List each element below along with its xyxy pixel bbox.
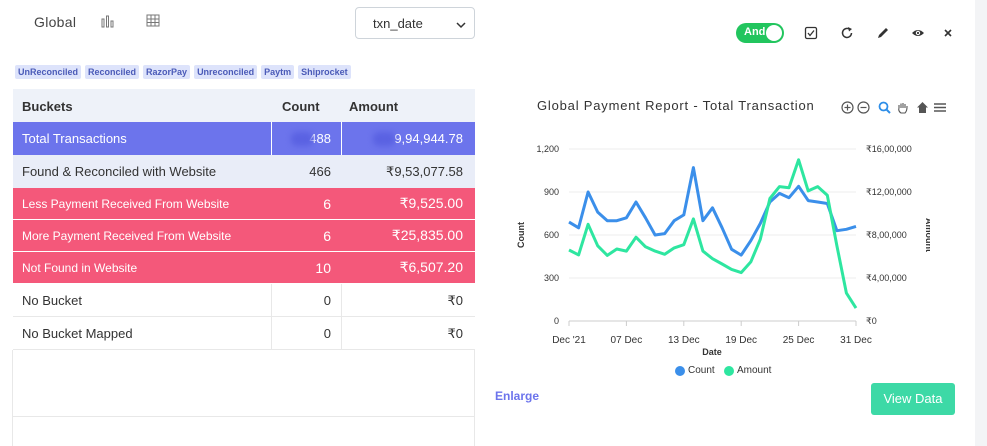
table-border	[12, 350, 13, 446]
table-row[interactable]: No Bucket Mapped 0 ₹0	[13, 316, 475, 350]
y-tick-label: 900	[544, 187, 559, 197]
legend-count-marker	[675, 365, 685, 376]
x-tick-label: Dec '21	[552, 335, 586, 346]
amount-cell: ₹0	[341, 316, 475, 350]
amount-cell: 9,94,944.78	[341, 122, 475, 155]
checkbox-icon[interactable]	[804, 26, 818, 40]
amount-cell: ₹6,507.20	[399, 259, 463, 275]
count-cell: 6	[323, 227, 331, 244]
legend-count[interactable]: Count	[675, 365, 715, 376]
y-axis-title: Count	[516, 222, 526, 248]
bucket-cell: Less Payment Received From Website	[22, 196, 230, 211]
tag-unreconciled-2[interactable]: Unreconciled	[194, 65, 258, 79]
count-cell: 6	[323, 195, 331, 212]
amount-cell: ₹9,53,077.58	[386, 163, 463, 179]
legend-amount-marker	[724, 365, 734, 376]
bucket-cell: Not Found in Website	[22, 260, 138, 275]
tag-shiprocket[interactable]: Shiprocket	[298, 65, 351, 79]
enlarge-link[interactable]: Enlarge	[495, 389, 540, 403]
y2-tick-label: ₹8,00,000	[866, 230, 907, 240]
x-tick-label: 19 Dec	[725, 335, 757, 346]
table-border	[474, 350, 475, 446]
amount-series-line	[568, 158, 858, 309]
y2-axis-title: Amount	[924, 218, 930, 252]
header-amount[interactable]: Amount	[349, 99, 399, 114]
table-row[interactable]: Found & Reconciled with Website 466 ₹9,5…	[13, 155, 475, 188]
x-tick-label: 13 Dec	[668, 335, 700, 346]
view-data-button[interactable]: View Data	[871, 383, 955, 415]
tag-razorpay[interactable]: RazorPay	[143, 65, 191, 79]
pan-icon[interactable]	[896, 101, 909, 114]
y-tick-label: 300	[544, 273, 559, 283]
y2-tick-label: ₹4,00,000	[866, 273, 907, 283]
toggle-knob	[766, 25, 782, 41]
bucket-cell: No Bucket	[22, 292, 82, 308]
report-title: Global	[34, 14, 77, 30]
header-count[interactable]: Count	[282, 99, 320, 114]
count-cell: 0	[271, 283, 341, 317]
table-icon[interactable]	[145, 13, 161, 29]
legend-amount[interactable]: Amount	[724, 365, 771, 376]
y2-tick-label: ₹16,00,000	[866, 144, 912, 154]
count-cell: 488	[271, 122, 341, 155]
zoom-in-icon[interactable]	[841, 101, 854, 114]
zoom-select-icon[interactable]	[878, 101, 891, 114]
y-tick-label: 600	[544, 230, 559, 240]
payment-line-chart: 0 300 600 900 1,200 ₹0 ₹4,00,000 ₹8,00,000 ₹12,0…	[516, 144, 930, 357]
y2-tick-label: ₹0	[866, 316, 877, 326]
header-buckets[interactable]: Buckets	[22, 99, 73, 114]
x-tick-label: 25 Dec	[783, 335, 815, 346]
amount-cell: ₹25,835.00	[391, 227, 463, 243]
amount-cell: ₹0	[341, 283, 475, 317]
home-icon[interactable]	[916, 101, 929, 114]
table-row[interactable]: More Payment Received From Website 6 ₹25…	[13, 220, 475, 252]
amount-cell: ₹9,525.00	[399, 195, 463, 211]
and-toggle[interactable]: And	[736, 23, 784, 43]
y-tick-label: 1,200	[536, 144, 559, 154]
toggle-label: And	[744, 26, 766, 38]
count-cell: 10	[315, 259, 331, 276]
date-field-value: txn_date	[373, 16, 423, 31]
buckets-table: Buckets Count Amount Total Transactions …	[13, 89, 475, 350]
close-icon[interactable]	[941, 26, 955, 40]
bucket-cell: Found & Reconciled with Website	[22, 164, 217, 179]
chevron-down-icon	[456, 18, 466, 29]
legend-count-label: Count	[688, 365, 715, 376]
count-cell: 0	[271, 316, 341, 350]
redaction-blur	[373, 132, 395, 146]
table-header: Buckets Count Amount	[13, 89, 475, 122]
table-divider	[12, 416, 475, 417]
count-cell: 466	[309, 164, 331, 179]
bucket-cell: No Bucket Mapped	[22, 325, 133, 341]
refresh-icon[interactable]	[840, 26, 854, 40]
count-series-line	[568, 166, 857, 257]
edit-icon[interactable]	[876, 26, 890, 40]
menu-icon[interactable]	[933, 101, 946, 114]
x-tick-label: 07 Dec	[611, 335, 643, 346]
date-field-select[interactable]: txn_date	[355, 7, 475, 39]
redaction-blur	[291, 132, 313, 146]
y-tick-label: 0	[554, 316, 559, 326]
x-axis-title: Date	[702, 347, 722, 357]
tag-unreconciled[interactable]: UnReconciled	[15, 65, 82, 79]
zoom-out-icon[interactable]	[857, 101, 870, 114]
filter-tags: UnReconciled Reconciled RazorPay Unrecon…	[15, 65, 351, 79]
scroll-gutter	[975, 0, 987, 446]
table-row[interactable]: No Bucket 0 ₹0	[13, 283, 475, 317]
eye-icon[interactable]	[911, 26, 925, 40]
legend-amount-label: Amount	[737, 365, 772, 376]
bucket-cell: More Payment Received From Website	[22, 228, 232, 243]
bar-chart-icon[interactable]	[100, 13, 116, 29]
chart-title: Global Payment Report - Total Transactio…	[537, 98, 815, 113]
table-row[interactable]: Not Found in Website 10 ₹6,507.20	[13, 252, 475, 284]
bucket-cell: Total Transactions	[22, 131, 127, 146]
table-row[interactable]: Total Transactions 488 9,94,944.78	[13, 122, 475, 155]
x-tick-label: 31 Dec	[840, 335, 872, 346]
y2-tick-label: ₹12,00,000	[866, 187, 912, 197]
table-row[interactable]: Less Payment Received From Website 6 ₹9,…	[13, 188, 475, 220]
tag-paytm[interactable]: Paytm	[261, 65, 295, 79]
tag-reconciled[interactable]: Reconciled	[85, 65, 140, 79]
